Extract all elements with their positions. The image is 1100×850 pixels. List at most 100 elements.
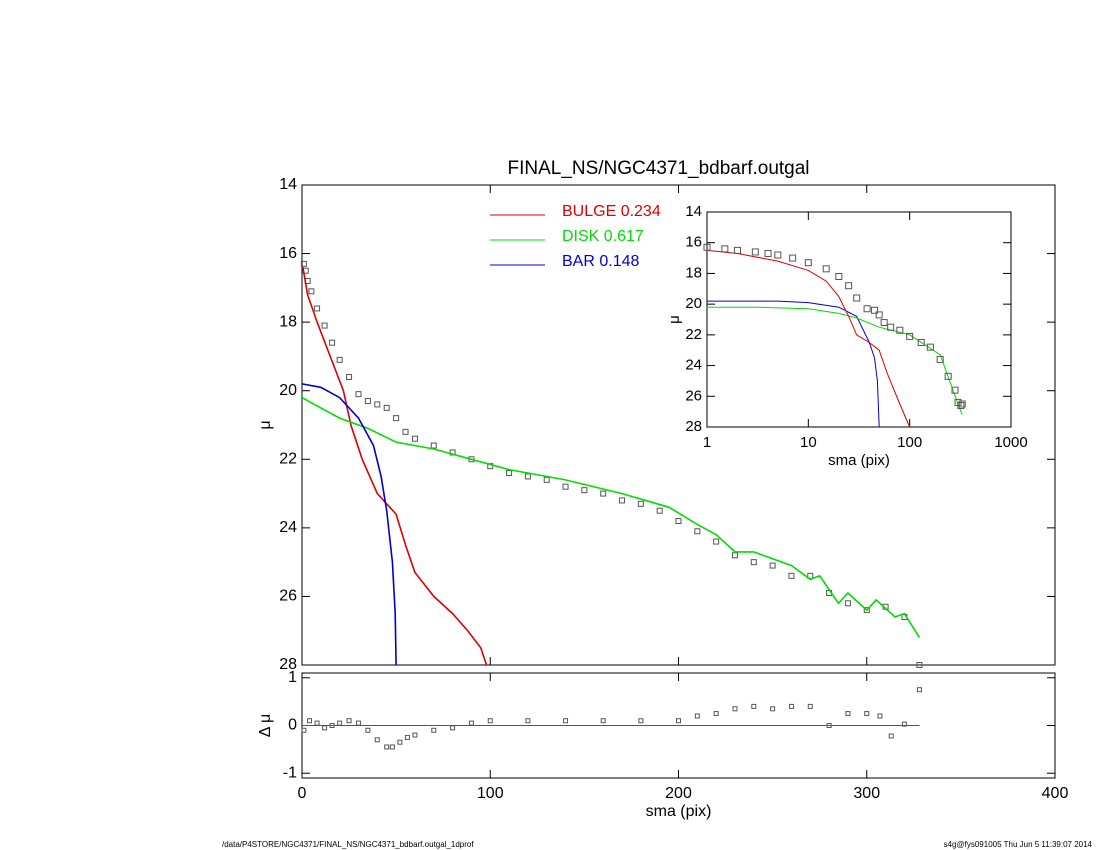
data-point [355, 720, 361, 726]
data-point [314, 720, 320, 726]
data-point [703, 243, 711, 251]
data-point [307, 718, 313, 724]
data-point [402, 428, 409, 435]
data-point [880, 319, 888, 327]
data-point [936, 355, 944, 363]
y-tick-label: 22 [685, 326, 702, 343]
data-point [804, 259, 812, 267]
data-point [355, 391, 362, 398]
x-tick-label: 100 [477, 785, 504, 802]
y-tick-label: 20 [279, 382, 297, 399]
data-point [600, 490, 607, 497]
data-point [888, 733, 894, 739]
data-point [301, 727, 307, 733]
data-point [600, 718, 606, 724]
y-tick-label: 24 [279, 519, 297, 536]
data-point [676, 718, 681, 724]
data-point [944, 372, 952, 380]
data-point [412, 732, 418, 738]
data-point [853, 294, 861, 302]
data-point [308, 288, 315, 295]
data-point [364, 398, 371, 404]
data-point [750, 559, 757, 566]
data-point [732, 706, 738, 712]
data-point [487, 718, 493, 724]
data-point [314, 305, 321, 312]
x-tick-label: 200 [665, 785, 692, 802]
y-tick-label: 26 [279, 588, 297, 605]
legend-label: BAR 0.148 [562, 253, 639, 270]
data-point [774, 251, 782, 259]
data-point [336, 356, 343, 363]
x-tick-label: 1000 [994, 434, 1027, 451]
data-point [337, 720, 343, 726]
data-point [917, 339, 925, 347]
data-point [845, 711, 851, 717]
data-point [411, 435, 418, 442]
x-tick-label: 100 [897, 434, 922, 451]
data-point [543, 476, 550, 483]
y-tick-label: 24 [685, 357, 702, 374]
data-point [619, 497, 626, 504]
data-point [397, 739, 403, 745]
data-point [901, 721, 907, 727]
chart-title: FINAL_NS/NGC4371_bdbarf.outgal [507, 158, 809, 179]
data-point [871, 306, 879, 314]
data-point [958, 400, 966, 408]
data-point [788, 703, 794, 709]
data-point [321, 322, 328, 329]
y-tick-label: 1 [288, 669, 297, 686]
series-line [302, 267, 488, 666]
data-point [764, 249, 772, 257]
data-point [374, 401, 381, 408]
data-point [694, 528, 701, 535]
y-tick-label: 20 [685, 295, 702, 312]
data-point [506, 470, 513, 476]
data-point [656, 507, 663, 514]
legend-label: DISK 0.617 [562, 228, 644, 245]
y-tick-label: 16 [279, 245, 297, 262]
footer-right: s4g@fys091005 Thu Jun 5 11:39:07 2014 [944, 840, 1093, 849]
data-point [864, 711, 870, 717]
footer-left: /data/P4STORE/NGC4371/FINAL_NS/NGC4371_b… [222, 840, 474, 849]
data-point [322, 725, 328, 731]
y-tick-label: 14 [685, 203, 702, 220]
data-point [734, 246, 742, 254]
data-point [875, 311, 883, 319]
data-point [844, 600, 851, 607]
data-point [713, 711, 719, 717]
y-axis-label: μ [666, 315, 683, 324]
data-point [329, 339, 336, 346]
data-point [431, 727, 437, 733]
data-point [807, 703, 813, 709]
y-tick-label: 18 [279, 313, 297, 330]
data-point [563, 718, 569, 724]
data-point [383, 404, 390, 411]
data-point [887, 323, 895, 331]
data-point [300, 260, 307, 267]
data-point [863, 305, 871, 313]
x-tick-label: 400 [1042, 785, 1069, 802]
y-tick-label: 28 [279, 656, 297, 673]
data-point [525, 718, 531, 724]
y-tick-label: -1 [283, 764, 297, 781]
data-point [468, 720, 474, 726]
data-point [896, 326, 904, 334]
data-point [430, 442, 437, 449]
data-point [638, 718, 644, 724]
y-tick-label: 14 [279, 176, 297, 193]
data-point [835, 273, 843, 280]
series-line [301, 396, 921, 639]
data-point [926, 343, 934, 351]
x-tick-label: 1 [703, 434, 711, 451]
plot-frame [706, 211, 1012, 428]
data-point [329, 723, 335, 728]
data-point [845, 282, 853, 290]
data-point [906, 332, 914, 340]
data-point [365, 727, 371, 733]
data-point [675, 518, 682, 524]
data-point [751, 248, 759, 256]
data-point [404, 734, 410, 740]
x-tick-label: 300 [853, 785, 880, 802]
